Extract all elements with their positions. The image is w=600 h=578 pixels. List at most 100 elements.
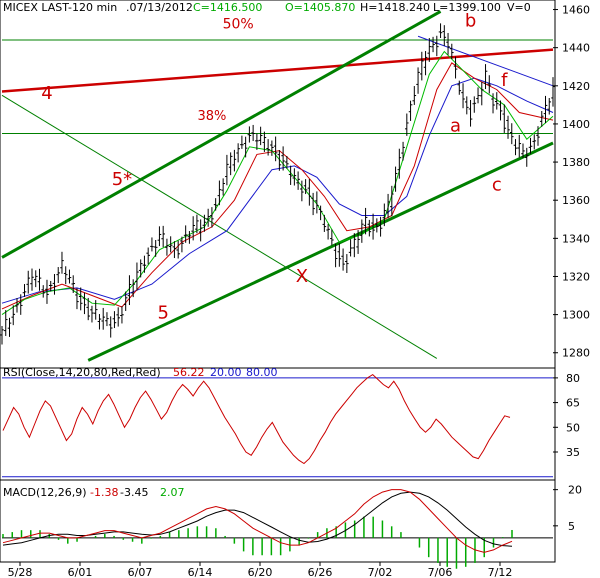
price-bar — [161, 225, 165, 248]
price-bar — [225, 154, 229, 186]
wave-label-c: c — [492, 175, 502, 196]
price-bar — [198, 219, 203, 242]
price-bar — [183, 225, 188, 243]
wave-label-5: 5 — [157, 302, 168, 323]
price-bar — [187, 231, 192, 244]
wave-label-a: a — [450, 116, 461, 137]
price-bar — [360, 219, 364, 243]
x-tick-label: 7/02 — [368, 566, 393, 578]
price-bar — [236, 143, 240, 163]
price-bar — [217, 180, 222, 206]
price-bar — [348, 239, 353, 257]
price-bar — [386, 193, 390, 219]
price-bar — [393, 166, 398, 192]
price-bar — [26, 270, 31, 294]
price-bar — [543, 95, 548, 124]
x-tick-label: 6/07 — [128, 566, 153, 578]
x-tick-label: 7/06 — [428, 566, 453, 578]
wave-label-4: 4 — [41, 83, 52, 104]
price-bar — [195, 214, 199, 234]
price-bar — [363, 207, 368, 235]
price-bar — [288, 165, 293, 185]
price-bar — [405, 113, 409, 136]
price-bar — [232, 149, 237, 172]
price-bar — [330, 229, 334, 246]
price-bar — [517, 134, 522, 158]
ma-slow-line — [1, 77, 554, 304]
price-bar — [266, 139, 270, 156]
price-bar — [11, 305, 16, 326]
price-bar — [356, 230, 360, 254]
price-open-label: O=1405.870 — [285, 1, 355, 14]
price-bar — [457, 80, 462, 95]
price-bar — [37, 268, 42, 291]
price-bar — [427, 38, 432, 62]
price-bar — [438, 23, 443, 39]
price-close-label: C=1416.500 — [193, 1, 262, 14]
price-volume-label: V=0 — [507, 1, 531, 14]
rsi-lower-level: 20.00 — [210, 366, 242, 379]
price-low-label: L=1399.100 — [433, 1, 501, 14]
price-bar — [333, 243, 338, 268]
price-bar — [52, 274, 57, 295]
price-bar — [318, 205, 323, 221]
price-bar — [397, 148, 402, 179]
trend-line-0 — [1, 48, 554, 93]
price-y-tick-label: 1400 — [562, 118, 590, 131]
price-bar — [472, 96, 477, 113]
price-bar — [108, 316, 113, 338]
trend-line-4 — [417, 35, 554, 87]
price-bar — [326, 224, 330, 240]
price-bar — [3, 310, 8, 336]
price-bar — [86, 297, 91, 321]
price-bar — [382, 203, 387, 227]
price-bar — [101, 307, 106, 330]
price-bar — [461, 83, 465, 109]
price-bar — [93, 300, 98, 320]
x-tick-label: 6/14 — [188, 566, 213, 578]
price-bar — [300, 180, 304, 202]
price-bar — [63, 266, 68, 285]
price-bar — [202, 214, 207, 232]
price-bar — [82, 292, 87, 315]
macd-title: MACD(12,26,9) — [3, 486, 87, 499]
x-axis: 5/28 6/01 6/07 6/14 6/20 6/26 7/02 7/06 7/12 — [8, 562, 512, 578]
price-y-tick-label: 1300 — [562, 309, 590, 322]
price-bar — [255, 133, 259, 150]
macd-y-tick-label: 20 — [568, 484, 582, 497]
rsi-line — [2, 373, 511, 465]
price-bar — [311, 192, 315, 216]
price-bar — [528, 137, 533, 154]
price-bar — [352, 233, 357, 258]
price-bar — [431, 36, 435, 53]
price-bar — [18, 294, 23, 315]
wave-label-f: f — [501, 70, 508, 91]
rsi-y-tick-label: 65 — [566, 397, 580, 410]
price-bar — [228, 152, 233, 176]
price-bar — [180, 236, 184, 253]
price-bar — [90, 305, 94, 323]
price-bar — [375, 218, 379, 233]
wave-label-b: b — [465, 11, 476, 32]
price-bar — [172, 241, 177, 259]
price-bar — [468, 99, 473, 127]
rsi-upper-level: 80.00 — [246, 366, 278, 379]
price-y-tick-label: 1360 — [562, 194, 590, 207]
price-bar — [521, 143, 525, 158]
price-bar — [7, 317, 12, 337]
price-bar — [401, 141, 405, 161]
price-bar — [446, 32, 450, 55]
price-bar — [258, 126, 263, 146]
rsi-y-tick-label: 80 — [566, 372, 580, 385]
x-tick-label: 6/26 — [308, 566, 333, 578]
macd-signal-value: -3.45 — [120, 486, 148, 499]
price-bar — [262, 131, 267, 152]
x-tick-label: 5/28 — [8, 566, 33, 578]
price-bar — [539, 111, 544, 127]
price-bar — [547, 98, 552, 115]
price-bar — [464, 96, 469, 115]
macd-line — [2, 489, 513, 553]
price-bar — [435, 35, 439, 57]
price-bar — [97, 314, 102, 330]
